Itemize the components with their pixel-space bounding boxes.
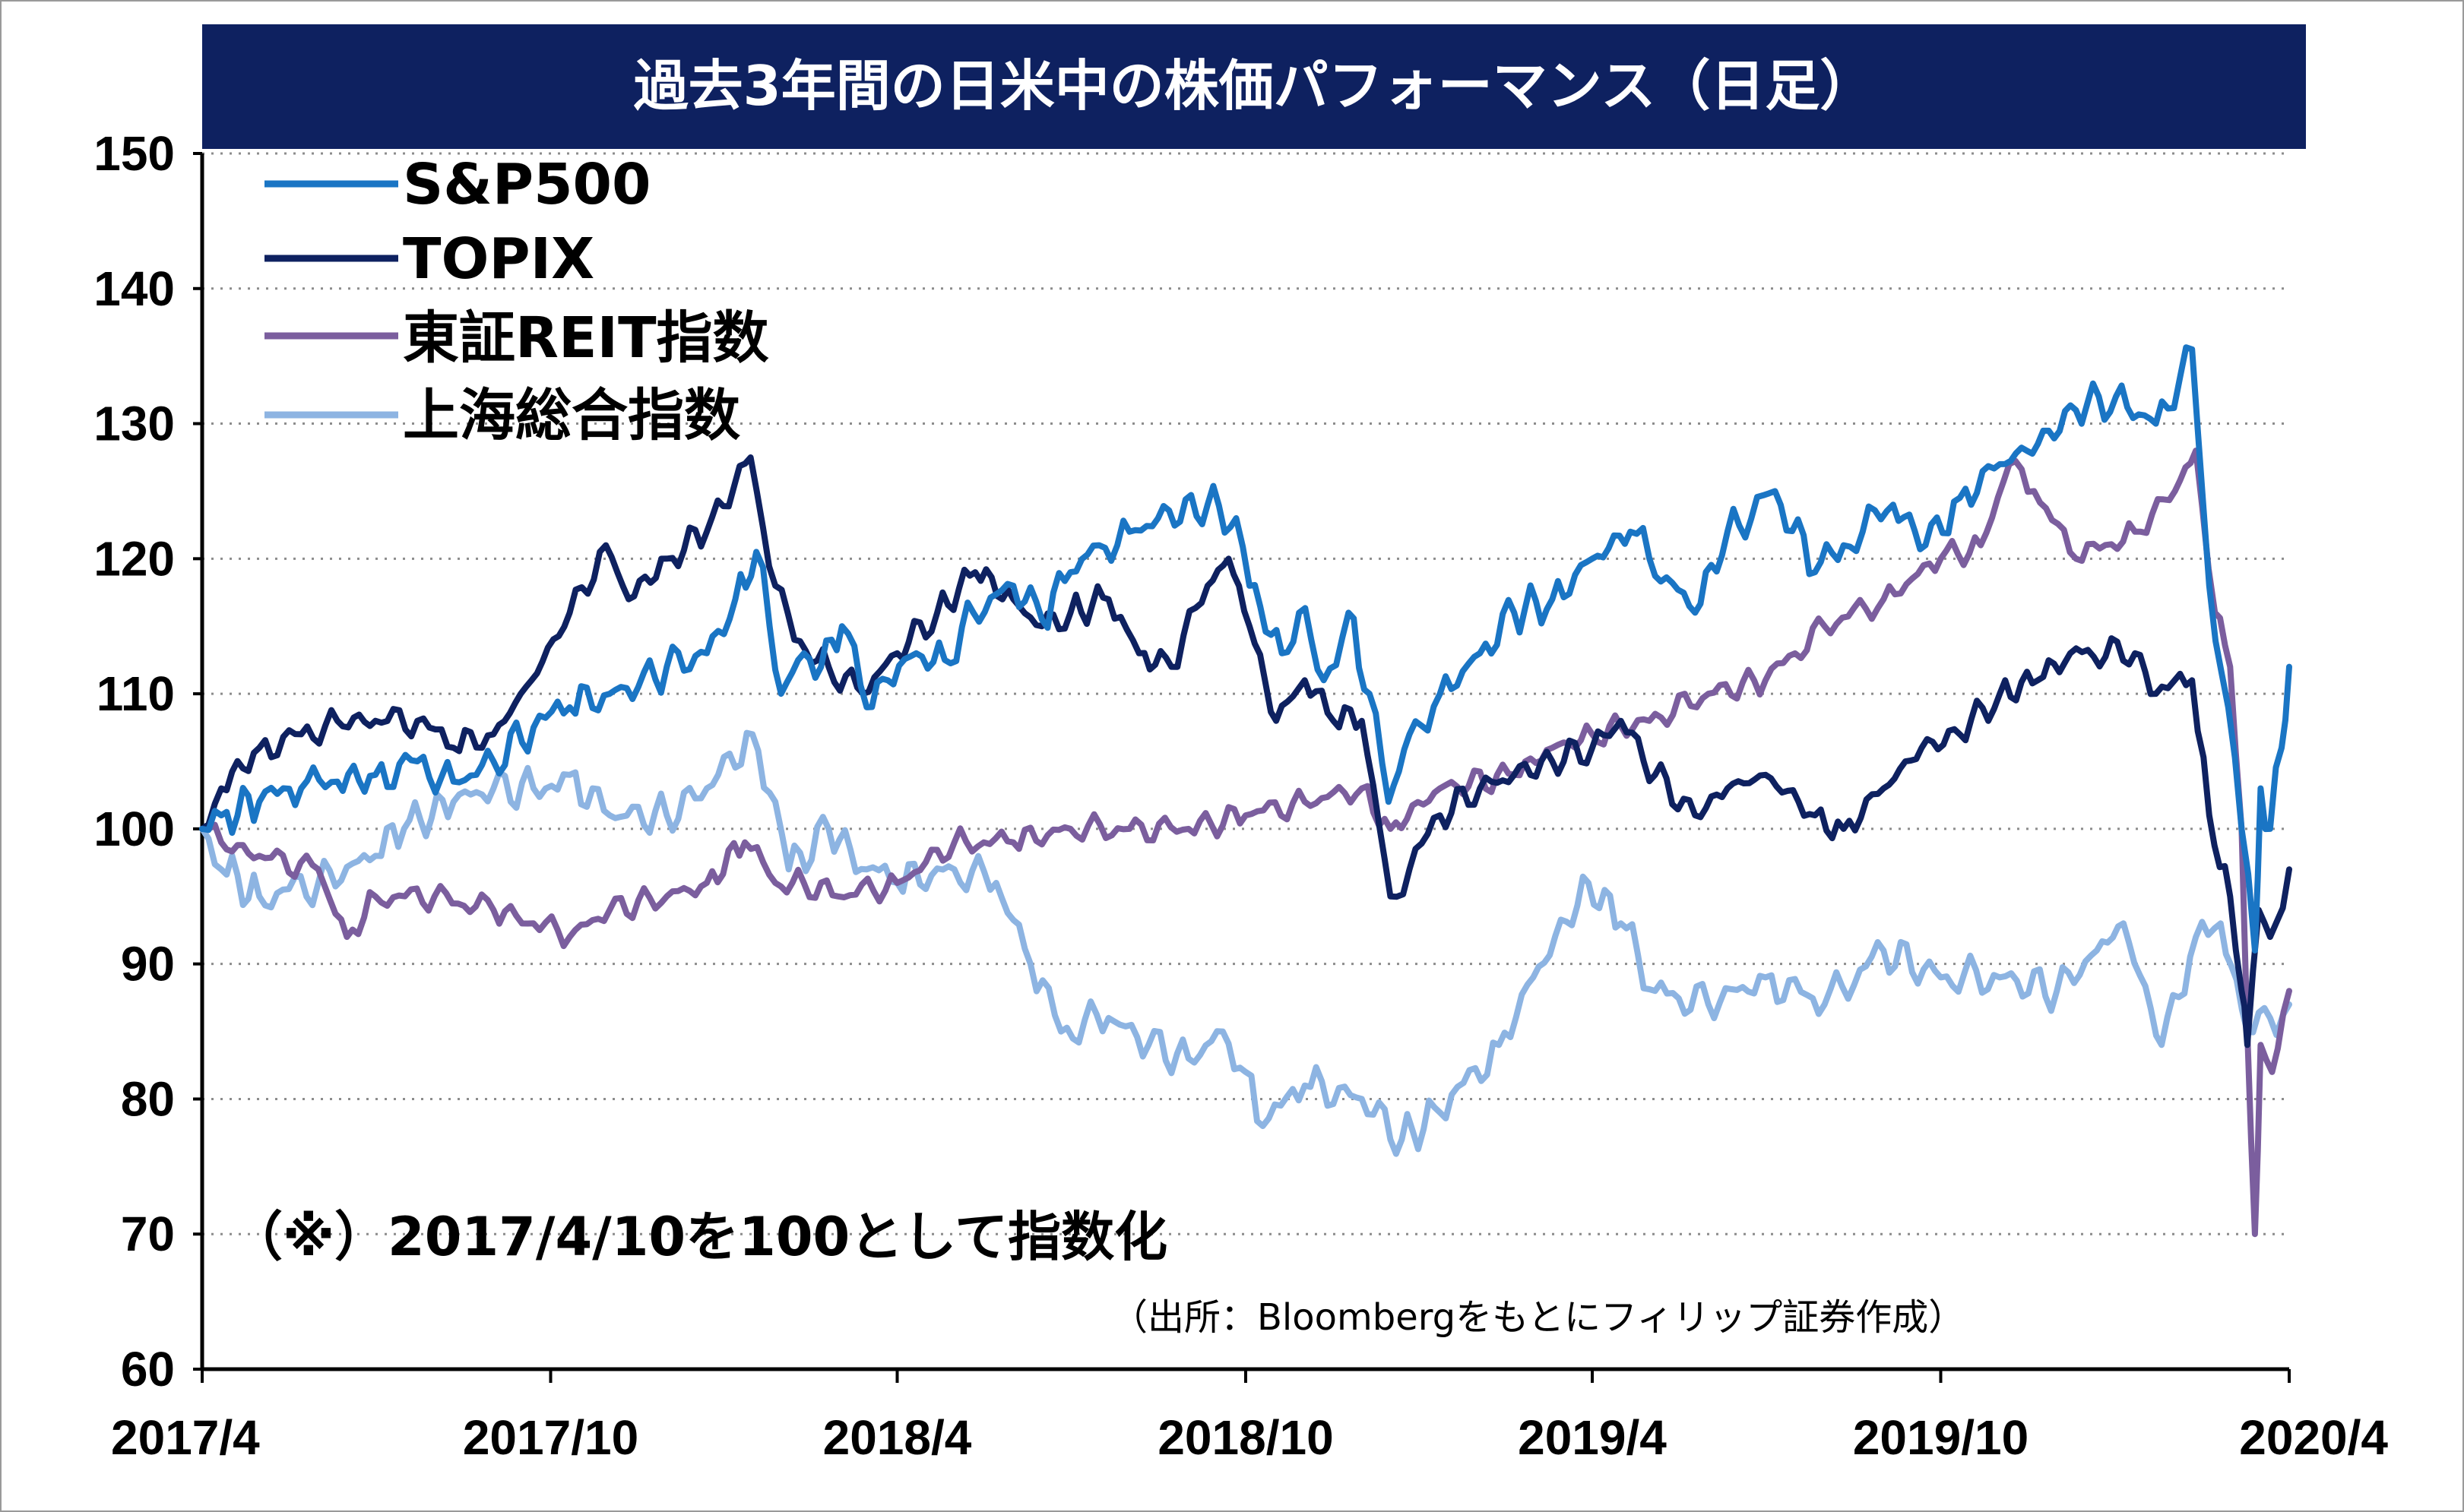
x-tick-label: 2019/4 <box>1518 1410 1667 1465</box>
legend-label-shanghai: 上海総合指数 <box>403 383 740 448</box>
legend-label-topix: TOPIX <box>403 226 594 292</box>
x-tick-label: 2018/10 <box>1158 1410 1333 1465</box>
y-tick-label: 140 <box>93 261 175 316</box>
x-tick-label: 2017/10 <box>463 1410 638 1465</box>
y-tick-label: 70 <box>121 1207 175 1261</box>
y-tick-label: 80 <box>121 1071 175 1126</box>
series-line-1 <box>199 454 2292 1049</box>
y-axis-ticks: 60 70 80 90 100 110 120 130 140 150 <box>93 126 202 1397</box>
y-tick-label: 110 <box>97 666 175 721</box>
series-line-3 <box>199 729 2292 1157</box>
legend-item-topix: TOPIX <box>264 226 594 292</box>
gridlines <box>202 152 2289 1235</box>
y-tick-label: 130 <box>93 397 175 451</box>
legend-item-sp500: S&P500 <box>264 152 651 217</box>
x-tick-label: 2020/4 <box>2239 1410 2388 1465</box>
y-tick-label: 150 <box>93 126 175 181</box>
source-note: （出所：Bloombergをもとにフィリップ証券作成） <box>1111 1296 1965 1339</box>
y-tick-label: 100 <box>93 802 175 856</box>
y-tick-label: 120 <box>93 531 175 586</box>
x-tick-label: 2017/4 <box>111 1410 260 1465</box>
legend: S&P500 TOPIX 東証REIT指数 上海総合指数 <box>264 152 769 448</box>
x-tick-label: 2019/10 <box>1853 1410 2029 1465</box>
y-tick-label: 60 <box>121 1342 175 1397</box>
y-tick-label: 90 <box>121 937 175 992</box>
legend-item-reit: 東証REIT指数 <box>264 305 769 371</box>
legend-item-shanghai: 上海総合指数 <box>264 383 740 448</box>
series-lines <box>199 344 2292 1238</box>
index-note: （※）2017/4/10を100として指数化 <box>230 1206 1167 1268</box>
x-tick-label: 2018/4 <box>823 1410 972 1465</box>
x-axis-ticks: 2017/4 2017/10 2018/4 2018/10 2019/4 2019/10 2… <box>111 1369 2388 1465</box>
legend-label-sp500: S&P500 <box>403 152 651 217</box>
legend-label-reit: 東証REIT指数 <box>403 305 769 371</box>
title-banner <box>202 24 2306 149</box>
series-line-2 <box>199 448 2292 1238</box>
chart-title: 過去3年間の日米中の株価パフォーマンス（日足） <box>634 54 1875 118</box>
series-line-0 <box>199 344 2292 954</box>
